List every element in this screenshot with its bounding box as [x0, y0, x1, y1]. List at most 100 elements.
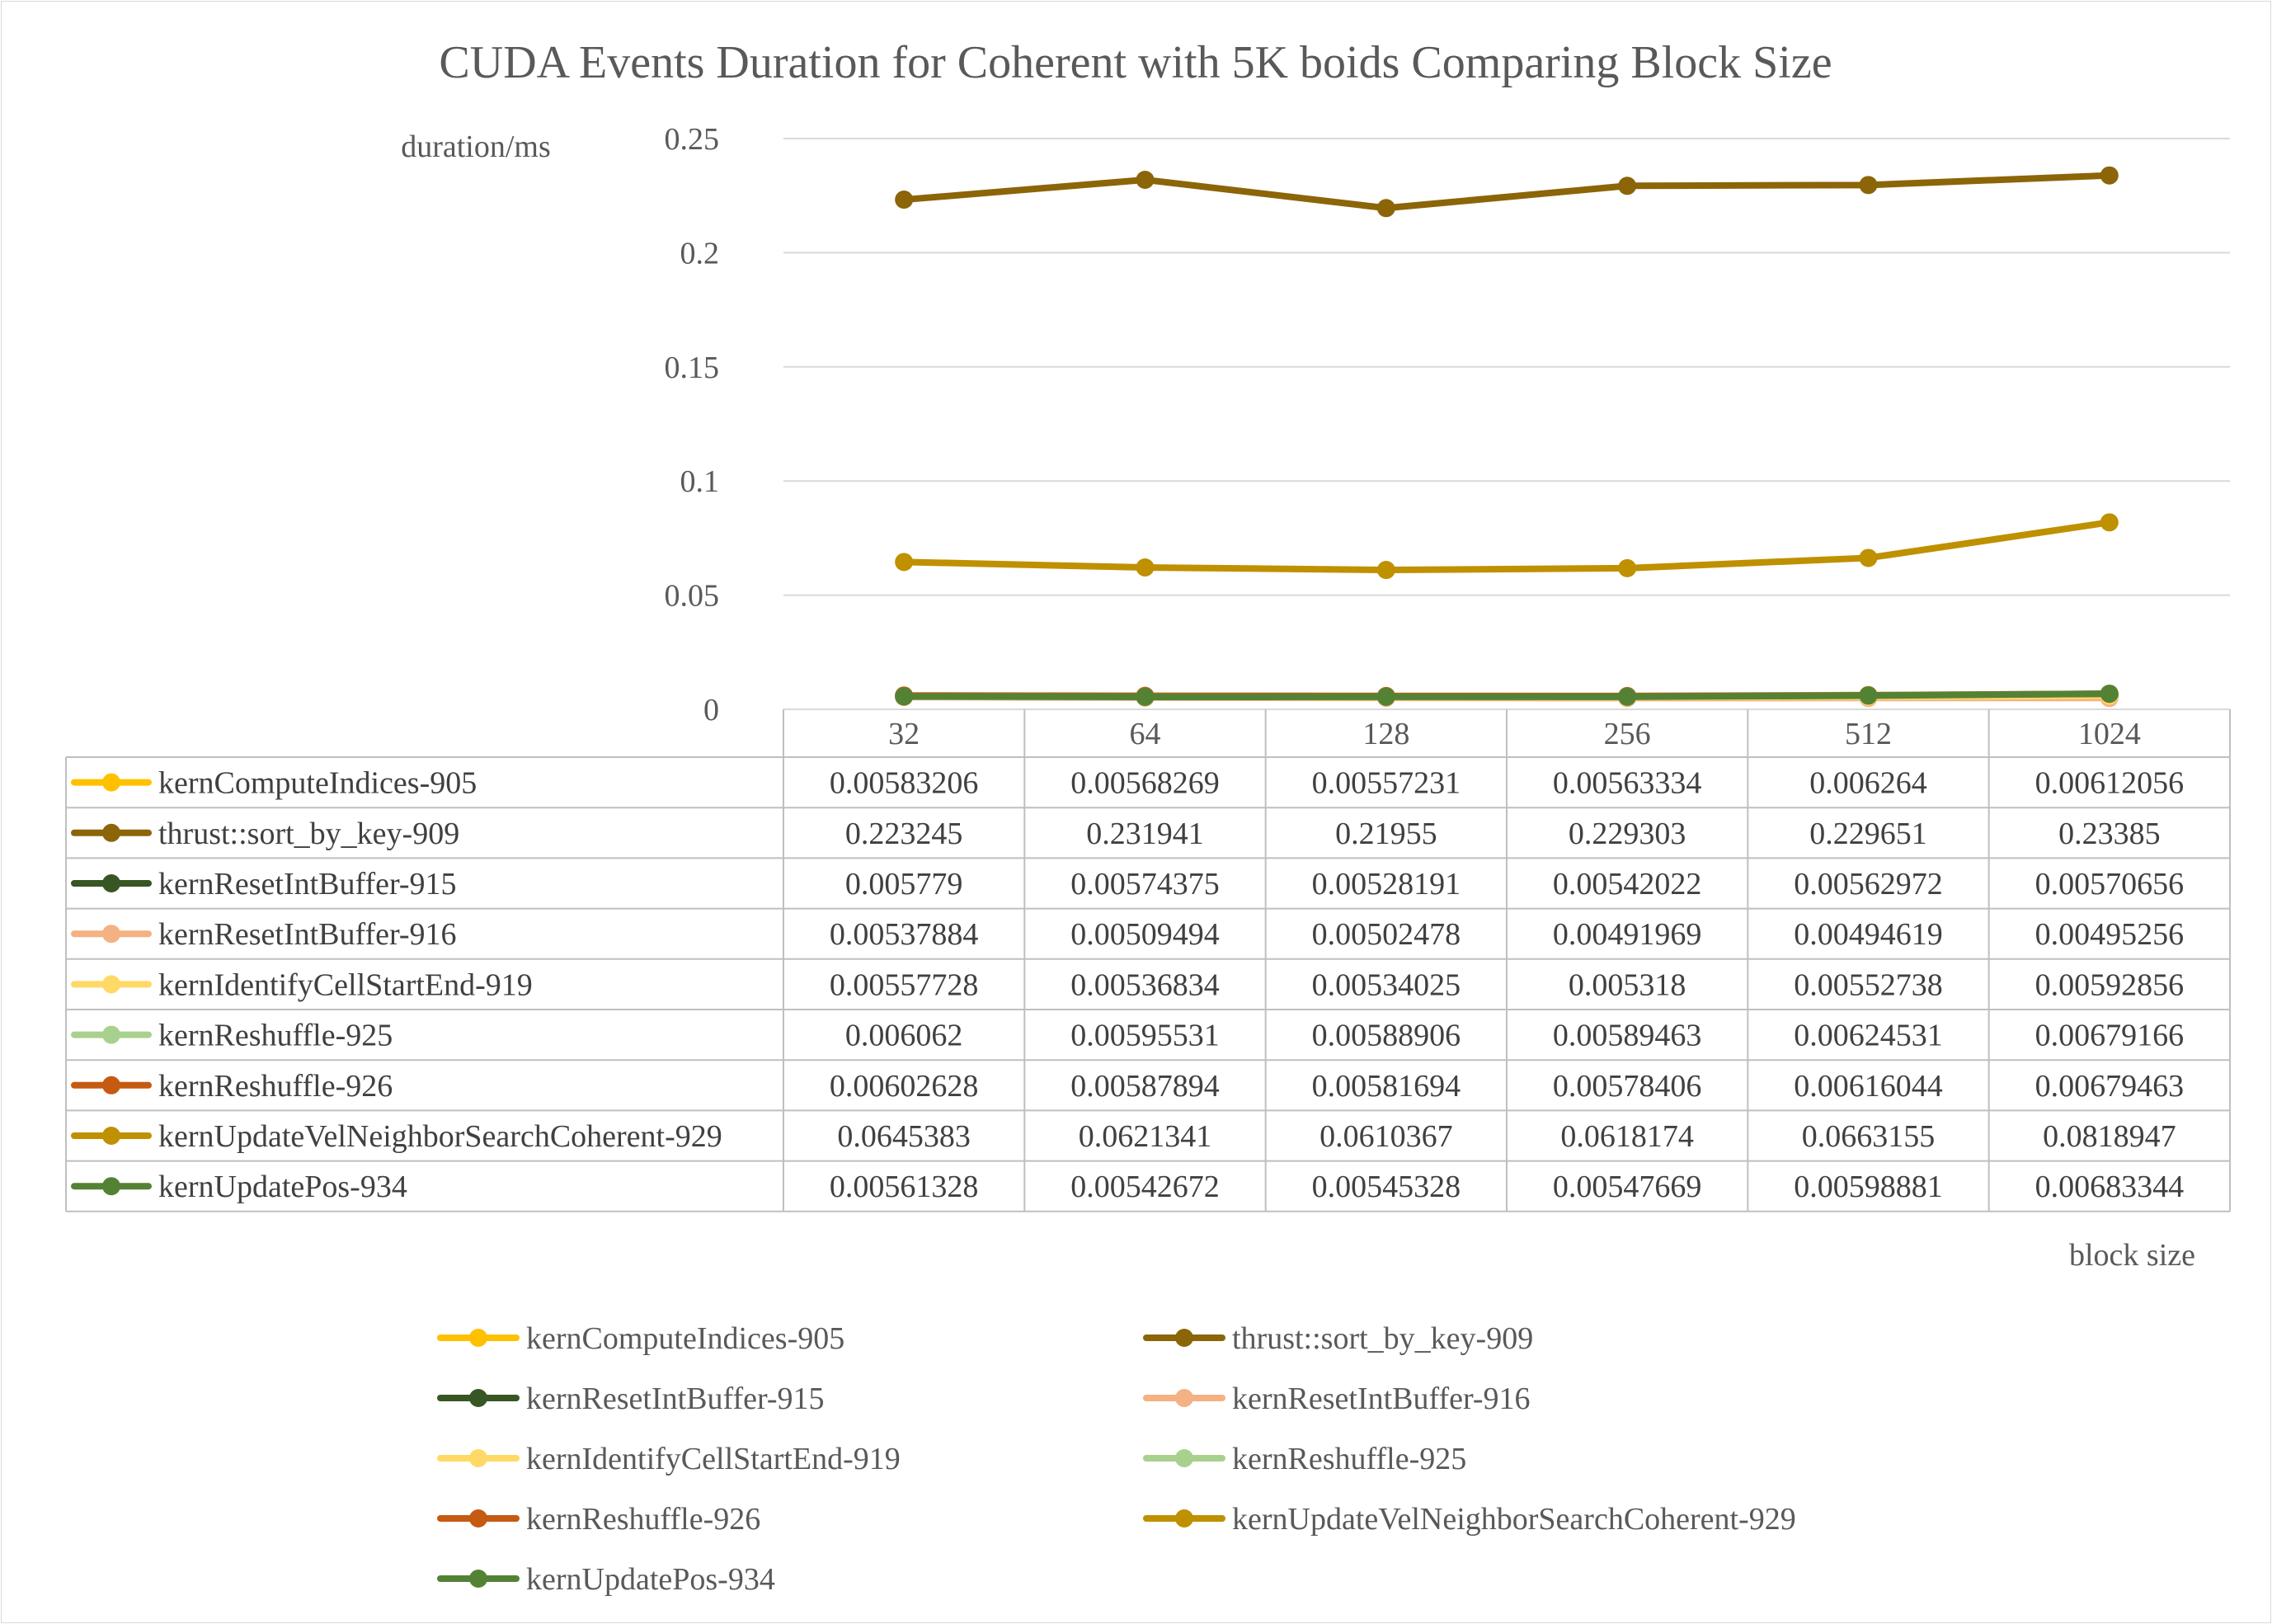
table-series-name: kernUpdateVelNeighborSearchCoherent-929: [158, 1119, 722, 1154]
y-tick-label: 0.25: [665, 122, 720, 157]
data-point: [2100, 166, 2119, 185]
y-tick-label: 0: [703, 693, 719, 727]
data-point: [1859, 548, 1878, 567]
x-tick-label: 64: [1130, 717, 1161, 751]
legend-entry-label: kernResetIntBuffer-916: [1232, 1382, 1531, 1416]
table-series-name: kernComputeIndices-905: [158, 766, 477, 801]
legend-key-marker: [469, 1389, 487, 1407]
table-cell-value: 0.00495256: [2035, 917, 2185, 952]
table-cell-value: 0.00494619: [1794, 917, 1943, 952]
y-tick-label: 0.1: [680, 464, 720, 499]
legend-entry-label: kernComputeIndices-905: [526, 1321, 844, 1356]
x-tick-label: 1024: [2078, 717, 2141, 751]
series-line: [901, 519, 2113, 574]
table-cell-value: 0.005779: [845, 867, 963, 901]
data-point: [1376, 199, 1395, 218]
table-legend-key-marker: [102, 925, 120, 944]
table-cell-value: 0.00583206: [830, 766, 979, 801]
table-cell-value: 0.00509494: [1070, 917, 1220, 952]
legend-entry-label: kernReshuffle-925: [1232, 1442, 1466, 1476]
legend-entry-label: kernResetIntBuffer-915: [526, 1382, 825, 1416]
table-cell-value: 0.006264: [1809, 766, 1927, 801]
table-cell-value: 0.00592856: [2035, 967, 2185, 1002]
y-tick-label: 0.15: [665, 351, 720, 385]
table-cell-value: 0.00502478: [1312, 917, 1461, 952]
table-cell-value: 0.00578406: [1553, 1069, 1702, 1104]
table-cell-value: 0.00528191: [1312, 867, 1461, 901]
table-series-name: kernUpdatePos-934: [158, 1170, 407, 1204]
table-cell-value: 0.00537884: [830, 917, 979, 952]
table-legend-key-marker: [102, 874, 120, 892]
table-cell-value: 0.23385: [2058, 817, 2161, 851]
x-axis-label: block size: [2069, 1238, 2195, 1273]
table-cell-value: 0.00624531: [1794, 1019, 1943, 1053]
data-point: [1618, 558, 1637, 577]
legend-key-marker: [469, 1329, 487, 1347]
x-tick-label: 32: [888, 717, 920, 751]
legend-key-marker: [1175, 1389, 1193, 1407]
table-cell-value: 0.0610367: [1319, 1119, 1453, 1154]
table-cell-value: 0.00536834: [1070, 967, 1220, 1002]
table-series-name: kernReshuffle-925: [158, 1019, 393, 1053]
table-cell-value: 0.0621341: [1079, 1119, 1212, 1154]
x-tick-label: 512: [1845, 717, 1892, 751]
legend-entry-label: kernUpdatePos-934: [526, 1562, 775, 1597]
table-cell-value: 0.00542672: [1070, 1170, 1220, 1204]
table-series-name: thrust::sort_by_key-909: [158, 817, 459, 851]
legend-key-marker: [1175, 1509, 1193, 1528]
table-cell-value: 0.00561328: [830, 1170, 979, 1204]
table-cell-value: 0.00534025: [1312, 967, 1461, 1002]
data-point: [895, 553, 914, 572]
table-series-name: kernIdentifyCellStartEnd-919: [158, 967, 533, 1002]
table-legend-key-marker: [102, 975, 120, 994]
legend-entry-label: kernReshuffle-926: [526, 1502, 760, 1537]
table-legend-key-marker: [102, 773, 120, 792]
table-cell-value: 0.00581694: [1312, 1069, 1461, 1104]
table-cell-value: 0.0645383: [837, 1119, 971, 1154]
table-cell-value: 0.00589463: [1553, 1019, 1702, 1053]
table-cell-value: 0.00570656: [2035, 867, 2185, 901]
data-point: [1136, 687, 1155, 706]
chart-title: CUDA Events Duration for Coherent with 5…: [439, 37, 1832, 88]
data-point: [1136, 170, 1155, 189]
table-cell-value: 0.0663155: [1802, 1119, 1936, 1154]
table-cell-value: 0.00562972: [1794, 867, 1943, 901]
data-point: [2100, 513, 2119, 532]
table-cell-value: 0.00568269: [1070, 766, 1220, 801]
x-tick-label: 128: [1362, 717, 1409, 751]
y-axis-ticks: 0 0.05 0.1 0.15 0.2 0.25: [665, 122, 720, 727]
data-point: [1376, 561, 1395, 580]
table-legend-key-marker: [102, 1076, 120, 1094]
table-cell-value: 0.00491969: [1553, 917, 1702, 952]
table-cell-value: 0.21955: [1335, 817, 1437, 851]
table-cell-value: 0.00679463: [2035, 1069, 2185, 1104]
y-tick-label: 0.05: [665, 579, 720, 614]
legend-key-marker: [1175, 1329, 1193, 1347]
table-series-name: kernResetIntBuffer-915: [158, 867, 457, 901]
table-cell-value: 0.229303: [1569, 817, 1686, 851]
table-cell-value: 0.223245: [845, 817, 963, 851]
legend-entry-label: thrust::sort_by_key-909: [1232, 1321, 1533, 1356]
table-legend-key-marker: [102, 1025, 120, 1044]
data-point: [1618, 687, 1637, 706]
table-cell-value: 0.00616044: [1794, 1069, 1943, 1104]
y-axis-label: duration/ms: [401, 129, 551, 164]
table-series-name: kernReshuffle-926: [158, 1069, 393, 1104]
table-cell-value: 0.00595531: [1070, 1019, 1220, 1053]
table-cell-value: 0.231941: [1086, 817, 1204, 851]
table-cell-value: 0.006062: [845, 1019, 963, 1053]
legend-key-marker: [1175, 1449, 1193, 1467]
table-cell-value: 0.00612056: [2035, 766, 2185, 801]
table-series-name: kernResetIntBuffer-916: [158, 917, 457, 952]
table-cell-value: 0.00598881: [1794, 1170, 1943, 1204]
table-cell-value: 0.00545328: [1312, 1170, 1461, 1204]
table-cell-value: 0.00574375: [1070, 867, 1220, 901]
gridlines: [783, 138, 2230, 710]
data-point: [1136, 558, 1155, 577]
table-cell-value: 0.00552738: [1794, 967, 1943, 1002]
x-tick-label: 256: [1604, 717, 1651, 751]
table-cell-value: 0.229651: [1809, 817, 1927, 851]
legend-entry-label: kernUpdateVelNeighborSearchCoherent-929: [1232, 1502, 1796, 1537]
legend-entry-label: kernIdentifyCellStartEnd-919: [526, 1442, 901, 1476]
